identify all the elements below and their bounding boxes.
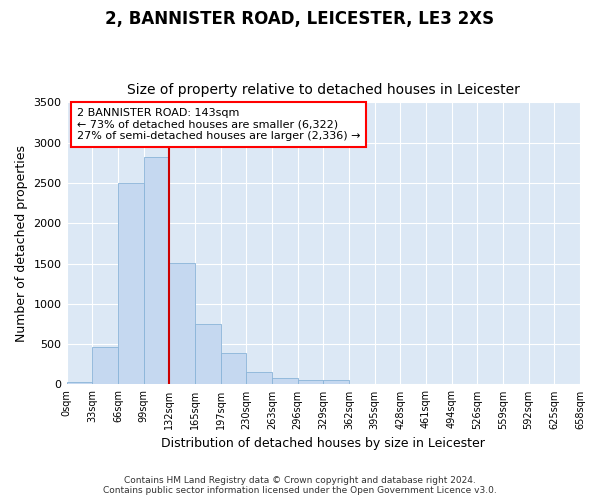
Bar: [92, 346, 118, 385]
X-axis label: Distribution of detached houses by size in Leicester: Distribution of detached houses by size …: [161, 437, 485, 450]
Bar: [169, 262, 195, 384]
Text: Contains HM Land Registry data © Crown copyright and database right 2024.
Contai: Contains HM Land Registry data © Crown c…: [103, 476, 497, 495]
Title: Size of property relative to detached houses in Leicester: Size of property relative to detached ho…: [127, 83, 520, 97]
Bar: [298, 380, 323, 384]
Bar: [221, 353, 246, 384]
Bar: [143, 157, 169, 384]
Bar: [272, 378, 298, 384]
Bar: [246, 372, 272, 384]
Bar: [118, 183, 143, 384]
Text: 2 BANNISTER ROAD: 143sqm
← 73% of detached houses are smaller (6,322)
27% of sem: 2 BANNISTER ROAD: 143sqm ← 73% of detach…: [77, 108, 361, 141]
Bar: [195, 324, 221, 384]
Bar: [67, 382, 92, 384]
Bar: [323, 380, 349, 384]
Y-axis label: Number of detached properties: Number of detached properties: [15, 145, 28, 342]
Text: 2, BANNISTER ROAD, LEICESTER, LE3 2XS: 2, BANNISTER ROAD, LEICESTER, LE3 2XS: [106, 10, 494, 28]
